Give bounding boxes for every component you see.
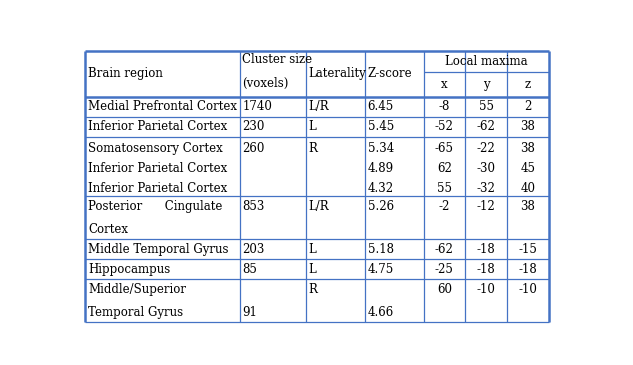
Text: -30: -30 <box>477 162 496 175</box>
Text: Local maxima: Local maxima <box>445 55 527 68</box>
Text: Posterior      Cingulate: Posterior Cingulate <box>88 200 222 214</box>
Text: -65: -65 <box>435 142 454 155</box>
Text: (voxels): (voxels) <box>242 77 289 90</box>
Text: Inferior Parietal Cortex: Inferior Parietal Cortex <box>88 120 227 133</box>
Text: -10: -10 <box>477 283 496 296</box>
Text: R: R <box>309 283 318 296</box>
Text: 4.89: 4.89 <box>368 162 394 175</box>
Text: Middle Temporal Gyrus: Middle Temporal Gyrus <box>88 243 229 256</box>
Text: Brain region: Brain region <box>88 67 163 80</box>
Text: 2: 2 <box>524 100 532 113</box>
Text: L: L <box>309 120 316 133</box>
Text: Medial Prefrontal Cortex: Medial Prefrontal Cortex <box>88 100 237 113</box>
Text: L: L <box>309 262 316 276</box>
Text: Somatosensory Cortex: Somatosensory Cortex <box>88 142 223 155</box>
Text: 62: 62 <box>437 162 452 175</box>
Text: Hippocampus: Hippocampus <box>88 262 170 276</box>
Text: -62: -62 <box>477 120 496 133</box>
Text: 85: 85 <box>242 262 258 276</box>
Text: 55: 55 <box>479 100 494 113</box>
Text: L: L <box>309 243 316 256</box>
Text: -12: -12 <box>477 200 496 214</box>
Text: 55: 55 <box>437 182 452 195</box>
Text: 91: 91 <box>242 306 258 319</box>
Text: R: R <box>309 142 318 155</box>
Text: 4.75: 4.75 <box>368 262 394 276</box>
Text: 5.45: 5.45 <box>368 120 394 133</box>
Text: 38: 38 <box>520 120 535 133</box>
Text: -25: -25 <box>435 262 454 276</box>
Text: -18: -18 <box>477 243 496 256</box>
Text: Middle/Superior: Middle/Superior <box>88 283 186 296</box>
Text: 40: 40 <box>520 182 536 195</box>
Text: Inferior Parietal Cortex: Inferior Parietal Cortex <box>88 182 227 195</box>
Text: -15: -15 <box>518 243 537 256</box>
Text: Temporal Gyrus: Temporal Gyrus <box>88 306 183 319</box>
Text: 60: 60 <box>437 283 452 296</box>
Text: L/R: L/R <box>309 200 329 214</box>
Text: z: z <box>525 78 531 91</box>
Text: 4.66: 4.66 <box>368 306 394 319</box>
Text: 6.45: 6.45 <box>368 100 394 113</box>
Text: -2: -2 <box>439 200 450 214</box>
Text: Cluster size: Cluster size <box>242 53 313 66</box>
Text: -18: -18 <box>518 262 537 276</box>
Text: -22: -22 <box>477 142 496 155</box>
Text: Inferior Parietal Cortex: Inferior Parietal Cortex <box>88 162 227 175</box>
Text: 45: 45 <box>520 162 536 175</box>
Text: Laterality: Laterality <box>309 67 367 80</box>
Text: x: x <box>441 78 448 91</box>
Text: -52: -52 <box>435 120 454 133</box>
Text: -18: -18 <box>477 262 496 276</box>
Text: Cortex: Cortex <box>88 223 128 236</box>
Text: -10: -10 <box>518 283 537 296</box>
Text: 5.34: 5.34 <box>368 142 394 155</box>
Text: 230: 230 <box>242 120 265 133</box>
Text: 5.26: 5.26 <box>368 200 394 214</box>
Text: 203: 203 <box>242 243 265 256</box>
Text: 4.32: 4.32 <box>368 182 394 195</box>
Text: 38: 38 <box>520 142 535 155</box>
Text: 38: 38 <box>520 200 535 214</box>
Text: 260: 260 <box>242 142 265 155</box>
Text: y: y <box>483 78 489 91</box>
Text: -32: -32 <box>477 182 496 195</box>
Text: 853: 853 <box>242 200 265 214</box>
Text: -62: -62 <box>435 243 454 256</box>
Text: -8: -8 <box>439 100 450 113</box>
Text: 5.18: 5.18 <box>368 243 394 256</box>
Text: 1740: 1740 <box>242 100 272 113</box>
Text: L/R: L/R <box>309 100 329 113</box>
Text: Z-score: Z-score <box>368 67 412 80</box>
